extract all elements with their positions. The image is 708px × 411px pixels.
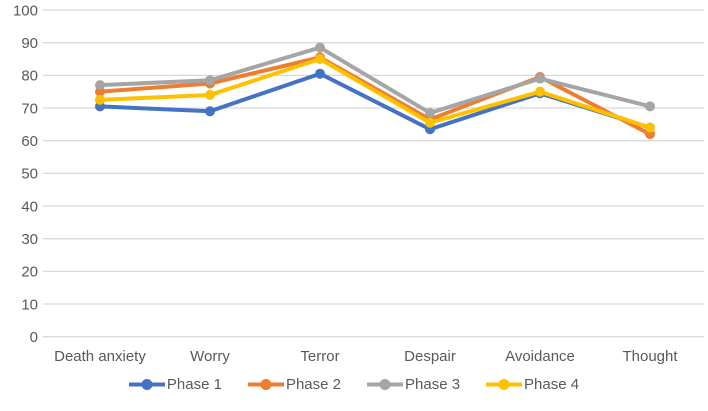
data-point-marker	[315, 42, 325, 53]
data-point-marker	[95, 94, 105, 105]
legend-dot	[260, 379, 272, 390]
x-axis-category-label: Worry	[190, 348, 230, 365]
data-point-marker	[205, 106, 215, 117]
chart-legend: Phase 1 Phase 2 Phase 3 Phase 4	[0, 376, 708, 393]
y-axis-tick-label: 60	[21, 133, 38, 150]
y-axis-tick-label: 30	[21, 231, 38, 248]
y-axis-tick-label: 10	[21, 296, 38, 313]
legend-dot	[379, 379, 391, 390]
y-axis-tick-label: 80	[21, 68, 38, 85]
data-point-marker	[205, 89, 215, 100]
data-point-marker	[95, 80, 105, 91]
series-line-phase-2	[98, 55, 652, 137]
series-line-phase-4	[98, 57, 652, 130]
data-point-marker	[535, 73, 545, 84]
x-axis-category-label: Terror	[300, 348, 339, 365]
legend-item-phase-2[interactable]: Phase 2	[247, 376, 341, 393]
legend-dot	[141, 379, 153, 390]
data-point-marker	[205, 75, 215, 86]
x-axis-category-label: Death anxiety	[54, 348, 146, 365]
data-point-marker	[645, 101, 655, 112]
legend-marker-icon	[247, 379, 284, 390]
data-point-marker	[645, 122, 655, 133]
series-line-phase-3	[98, 45, 652, 115]
legend-item-phase-1[interactable]: Phase 1	[128, 376, 222, 393]
y-axis-tick-label: 70	[21, 100, 38, 117]
y-axis-tick-label: 20	[21, 264, 38, 281]
legend-label: Phase 4	[524, 376, 580, 393]
legend-item-phase-3[interactable]: Phase 3	[367, 376, 460, 393]
legend-marker-icon	[486, 379, 523, 390]
data-point-marker	[535, 86, 545, 97]
y-axis-tick-label: 40	[21, 198, 38, 215]
plot-area: 0 10 20 30 40 50 60 70 80 90 100 Death anxiety Worry…	[13, 2, 704, 365]
x-axis-category-label: Thought	[622, 348, 678, 365]
y-axis-tick-label: 100	[13, 2, 38, 19]
legend-item-phase-4[interactable]: Phase 4	[486, 376, 579, 393]
legend-label: Phase 1	[166, 376, 222, 393]
data-point-marker	[425, 107, 435, 118]
data-point-marker	[315, 68, 325, 79]
legend-label: Phase 3	[405, 376, 461, 393]
legend-marker-icon	[128, 379, 165, 390]
y-axis-tick-label: 90	[21, 35, 38, 52]
y-axis-tick-label: 0	[30, 329, 38, 346]
data-point-marker	[315, 54, 325, 65]
legend-dot	[498, 379, 510, 390]
x-axis-category-label: Despair	[404, 348, 456, 365]
legend-label: Phase 2	[285, 376, 341, 393]
x-axis-category-label: Avoidance	[505, 348, 575, 365]
data-point-marker	[425, 117, 435, 128]
legend-marker-icon	[367, 379, 403, 390]
y-axis-tick-label: 50	[21, 166, 38, 183]
